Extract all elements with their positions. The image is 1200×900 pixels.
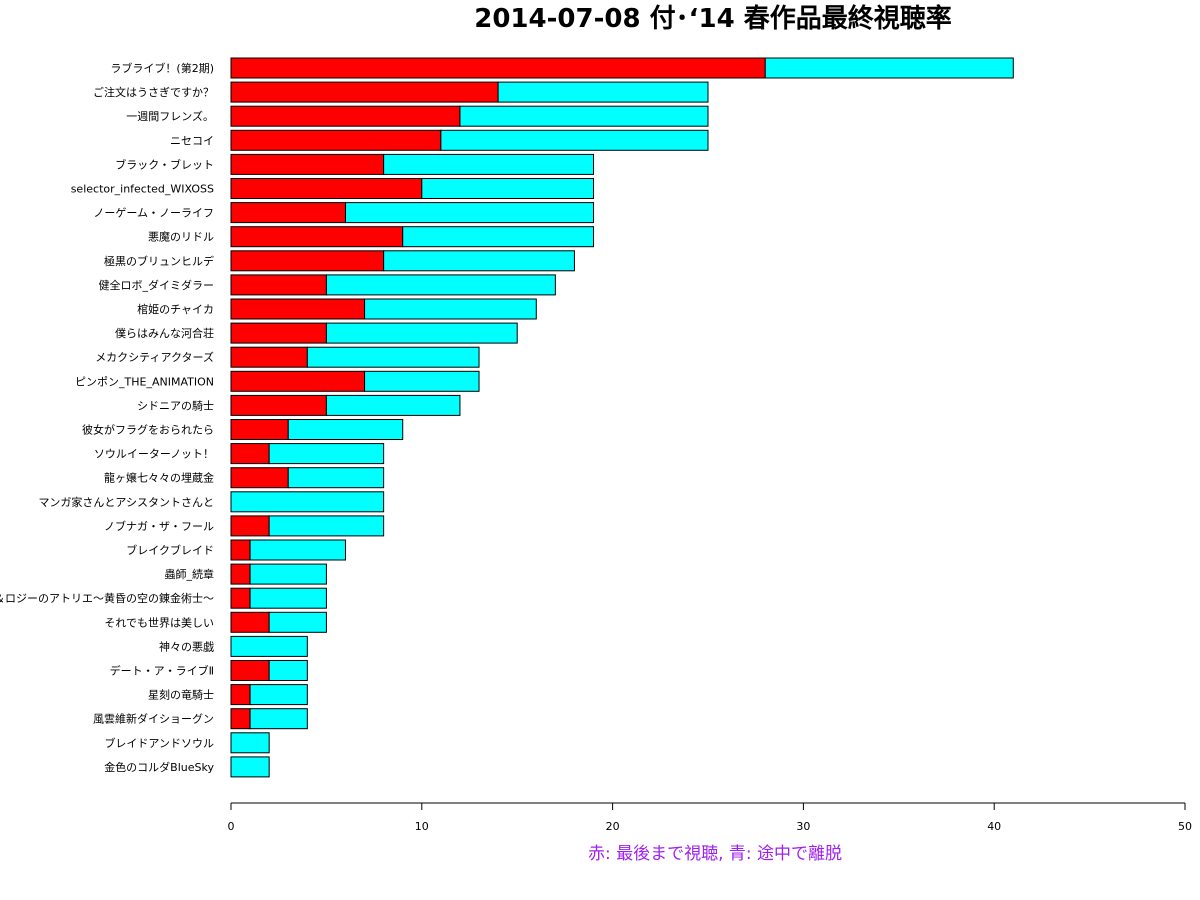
x-tick-label: 40	[987, 820, 1001, 833]
bar-segment-dropped	[364, 370, 480, 392]
category-label: 健全ロボ_ダイミダラー	[99, 278, 215, 292]
category-label: ご注文はうさぎですか？	[93, 85, 214, 99]
bar-segment-watched	[230, 443, 270, 465]
bar-segment-dropped	[230, 756, 270, 778]
bar-segment-dropped	[249, 563, 327, 585]
bar-segment-dropped	[230, 491, 385, 513]
category-label: 風雲維新ダイショーグン	[93, 712, 214, 726]
bar-segment-dropped	[268, 443, 385, 465]
bar-segment-dropped	[383, 250, 575, 272]
x-tick-label: 10	[415, 820, 429, 833]
bar-segment-watched	[230, 105, 461, 127]
bar-segment-watched	[230, 587, 251, 609]
category-label: 龍ヶ嬢七々々の埋蔵金	[104, 471, 214, 485]
bar-segment-dropped	[421, 178, 595, 199]
category-label: ラブライブ！(第2期)	[110, 61, 214, 75]
bars	[230, 57, 1014, 778]
category-label: 蟲師_続章	[165, 567, 215, 581]
x-tick-label: 20	[606, 820, 620, 833]
category-label: ニセコイ	[170, 134, 214, 147]
bar-segment-dropped	[287, 467, 385, 489]
bar-segment-watched	[230, 370, 366, 392]
x-tick-label: 50	[1178, 820, 1192, 833]
bar-segment-dropped	[325, 394, 461, 416]
category-label: 僕らはみんな河合荘	[115, 326, 214, 340]
bar-segment-dropped	[764, 57, 1014, 79]
x-axis-caption: 赤: 最後まで視聴, 青: 途中で離脱	[588, 844, 842, 864]
bar-segment-dropped	[383, 153, 595, 175]
bar-segment-watched	[230, 419, 289, 440]
bar-segment-watched	[230, 250, 385, 272]
bar-segment-dropped	[268, 660, 308, 681]
bar-segment-dropped	[230, 732, 270, 754]
bar-segment-watched	[230, 467, 289, 489]
category-label: 極黒のブリュンヒルデ	[104, 254, 214, 268]
bar-segment-dropped	[249, 684, 308, 706]
bar-segment-watched	[230, 708, 251, 730]
bar-segment-dropped	[230, 635, 308, 657]
bar-segment-watched	[230, 539, 251, 561]
category-labels: ラブライブ！(第2期) ご注文はうさぎですか？ 一週間フレンズ。ニセコイブラック・ブ…	[0, 61, 214, 774]
category-label: 金色のコルダBlueSky	[104, 760, 214, 774]
bar-segment-dropped	[497, 81, 709, 103]
bar-segment-watched	[230, 178, 423, 199]
category-label: 悪魔のリドル	[148, 230, 214, 244]
bar-segment-watched	[230, 153, 385, 175]
bar-segment-watched	[230, 57, 766, 79]
category-label: ブレイドアンドソウル	[104, 736, 214, 750]
category-label: ノーゲーム・ノーライフ	[93, 207, 214, 220]
bar-segment-watched	[230, 81, 499, 103]
bar-segment-dropped	[325, 274, 556, 296]
x-axis: 0 10 20 30 40 50	[228, 802, 1192, 833]
bar-segment-watched	[230, 394, 327, 416]
category-label: ブラック・ブレット	[115, 157, 214, 171]
category-label: ノブナガ・ザ・フール	[104, 519, 214, 533]
bar-segment-dropped	[249, 539, 346, 561]
category-label: 彼女がフラグをおられたら	[82, 423, 214, 437]
chart-title: 2014-07-08 付･‘14 春作品最終視聴率	[474, 3, 951, 34]
bar-segment-dropped	[364, 298, 537, 320]
bar-segment-watched	[230, 346, 308, 368]
bar-segment-dropped	[325, 322, 518, 344]
bar-segment-watched	[230, 129, 442, 151]
category-label: 棺姫のチャイカ	[137, 302, 214, 316]
bar-segment-dropped	[249, 587, 327, 609]
category-label: エスカ＆ロジーのアトリエ～黄昏の空の錬金術士～	[0, 591, 214, 605]
bar-segment-watched	[230, 563, 251, 585]
x-tick-label: 30	[796, 820, 810, 833]
category-label: selector_infected_WIXOSS	[71, 183, 214, 196]
category-label: デート・ア・ライブⅡ	[110, 664, 214, 678]
category-label: 星刻の竜騎士	[148, 688, 214, 702]
bar-segment-dropped	[268, 611, 327, 633]
category-label: 神々の悪戯	[159, 639, 214, 653]
bar-segment-watched	[230, 515, 270, 537]
bar-segment-dropped	[268, 515, 385, 537]
bar-segment-dropped	[459, 105, 709, 127]
bar-segment-watched	[230, 322, 327, 344]
bar-segment-dropped	[287, 419, 404, 440]
bar-segment-watched	[230, 226, 404, 248]
bar-segment-watched	[230, 274, 327, 296]
bar-segment-watched	[230, 202, 346, 224]
bar-segment-dropped	[249, 708, 308, 730]
bar-segment-dropped	[306, 346, 480, 368]
bar-segment-dropped	[440, 129, 709, 151]
bar-segment-watched	[230, 611, 270, 633]
category-label: ソウルイーターノット！	[94, 448, 214, 461]
category-label: メカクシティアクターズ	[95, 350, 214, 364]
bar-segment-watched	[230, 298, 366, 320]
category-label: 一週間フレンズ。	[126, 109, 214, 123]
x-tick-label: 0	[228, 820, 235, 833]
bar-segment-dropped	[344, 202, 595, 224]
category-label: シドニアの騎士	[137, 399, 214, 412]
category-label: ブレイクブレイド	[126, 543, 214, 557]
bar-segment-watched	[230, 660, 270, 681]
category-label: マンガ家さんとアシスタントさんと	[38, 495, 214, 509]
bar-segment-dropped	[402, 226, 595, 248]
category-label: ピンポン_THE_ANIMATION	[75, 375, 214, 388]
bar-segment-watched	[230, 684, 251, 706]
category-label: それでも世界は美しい	[104, 616, 214, 629]
